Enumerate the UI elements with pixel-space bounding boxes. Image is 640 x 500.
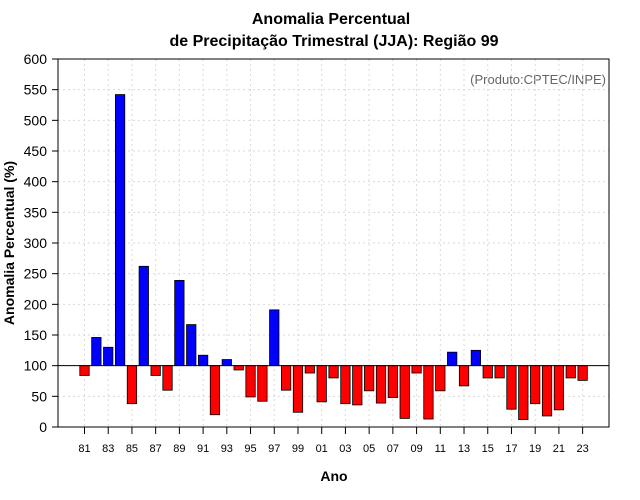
bar-1999 bbox=[292, 365, 304, 413]
bar-1993 bbox=[221, 359, 232, 367]
y-tick-label: 350 bbox=[24, 204, 48, 220]
bar-1991 bbox=[197, 354, 209, 367]
y-tick-label: 200 bbox=[24, 296, 48, 312]
chart-title-line1: Anomalia Percentual bbox=[252, 11, 410, 28]
x-tick-label: 23 bbox=[576, 443, 588, 455]
bar-1985 bbox=[126, 365, 138, 405]
bar-2013 bbox=[458, 365, 470, 387]
bar-2012 bbox=[447, 351, 458, 367]
bar-1983 bbox=[103, 346, 114, 367]
x-tick-label: 19 bbox=[529, 443, 541, 455]
bar-1995 bbox=[245, 365, 256, 398]
y-axis-label: Anomalia Percentual (%) bbox=[1, 161, 17, 325]
bars bbox=[79, 94, 588, 421]
y-tick-label: 0 bbox=[39, 419, 47, 435]
bar-2009 bbox=[411, 365, 422, 374]
bar-2002 bbox=[328, 365, 339, 379]
x-tick-label: 17 bbox=[505, 443, 517, 455]
bar-2000 bbox=[304, 365, 315, 374]
bar-1981 bbox=[79, 365, 90, 376]
bar-2008 bbox=[399, 365, 410, 419]
bar-2022 bbox=[565, 365, 576, 379]
bar-2023 bbox=[577, 365, 588, 381]
x-tick-label: 01 bbox=[316, 443, 328, 455]
x-tick-label: 21 bbox=[553, 443, 565, 455]
bar-1994 bbox=[233, 365, 244, 371]
x-tick-label: 09 bbox=[410, 443, 422, 455]
y-tick-label: 100 bbox=[24, 358, 48, 374]
credit-text: (Produto:CPTEC/INPE) bbox=[470, 72, 606, 87]
x-tick-label: 03 bbox=[339, 443, 351, 455]
bar-2007 bbox=[387, 365, 398, 398]
bar-1984 bbox=[114, 94, 126, 367]
bar-2004 bbox=[352, 365, 363, 406]
bar-1997 bbox=[269, 309, 280, 367]
bar-2001 bbox=[316, 365, 327, 403]
x-tick-label: 07 bbox=[387, 443, 399, 455]
bar-2011 bbox=[435, 365, 446, 392]
bar-2021 bbox=[553, 365, 565, 411]
x-tick-label: 87 bbox=[150, 443, 162, 455]
x-tick-label: 97 bbox=[268, 443, 280, 455]
bar-2019 bbox=[530, 365, 541, 405]
y-tick-label: 300 bbox=[24, 235, 48, 251]
x-tick-label: 91 bbox=[197, 443, 209, 455]
bar-1982 bbox=[91, 337, 102, 367]
bar-2005 bbox=[364, 365, 375, 392]
y-tick-label: 550 bbox=[24, 82, 48, 98]
bar-1986 bbox=[138, 265, 149, 367]
y-tick-label: 500 bbox=[24, 112, 48, 128]
bar-1998 bbox=[281, 365, 292, 391]
bar-1989 bbox=[174, 280, 185, 367]
y-tick-label: 250 bbox=[24, 266, 48, 282]
x-tick-label: 93 bbox=[221, 443, 233, 455]
bar-2016 bbox=[494, 365, 505, 379]
y-tick-label: 400 bbox=[24, 174, 48, 190]
x-tick-label: 83 bbox=[102, 443, 114, 455]
bar-2017 bbox=[506, 365, 517, 410]
y-axis: 0 50 100 150 200 250 300 350 400 450 500 550 600 bbox=[24, 51, 58, 435]
bar-2020 bbox=[541, 365, 553, 417]
bar-1992 bbox=[209, 365, 221, 416]
x-tick-label: 11 bbox=[435, 443, 446, 455]
y-tick-label: 450 bbox=[24, 143, 48, 159]
x-tick-label: 95 bbox=[244, 443, 256, 455]
bar-2006 bbox=[375, 365, 387, 404]
bar-2010 bbox=[423, 365, 434, 420]
x-tick-label: 89 bbox=[173, 443, 185, 455]
bar-2018 bbox=[518, 365, 529, 421]
bar-2015 bbox=[482, 365, 493, 379]
x-tick-label: 05 bbox=[363, 443, 375, 455]
x-tick-label: 85 bbox=[126, 443, 138, 455]
bar-1990 bbox=[186, 324, 197, 367]
x-tick-label: 81 bbox=[78, 443, 90, 455]
x-axis: 81 83 85 87 89 91 93 95 97 99 01 03 05 07 09 11 13 15 17 19… bbox=[78, 427, 589, 455]
y-tick-label: 600 bbox=[24, 51, 48, 67]
x-tick-label: 13 bbox=[458, 443, 470, 455]
x-tick-label: 15 bbox=[482, 443, 494, 455]
bar-1996 bbox=[257, 365, 268, 402]
y-tick-label: 150 bbox=[24, 327, 48, 343]
chart-title-line2: de Precipitação Trimestral (JJA): Região… bbox=[169, 33, 498, 50]
x-tick-label: 99 bbox=[292, 443, 304, 455]
y-tick-label: 50 bbox=[31, 388, 47, 404]
bar-2003 bbox=[340, 365, 351, 405]
bar-1987 bbox=[150, 365, 161, 376]
bar-1988 bbox=[162, 365, 173, 391]
x-axis-label: Ano bbox=[320, 468, 347, 484]
bar-2014 bbox=[470, 349, 481, 367]
